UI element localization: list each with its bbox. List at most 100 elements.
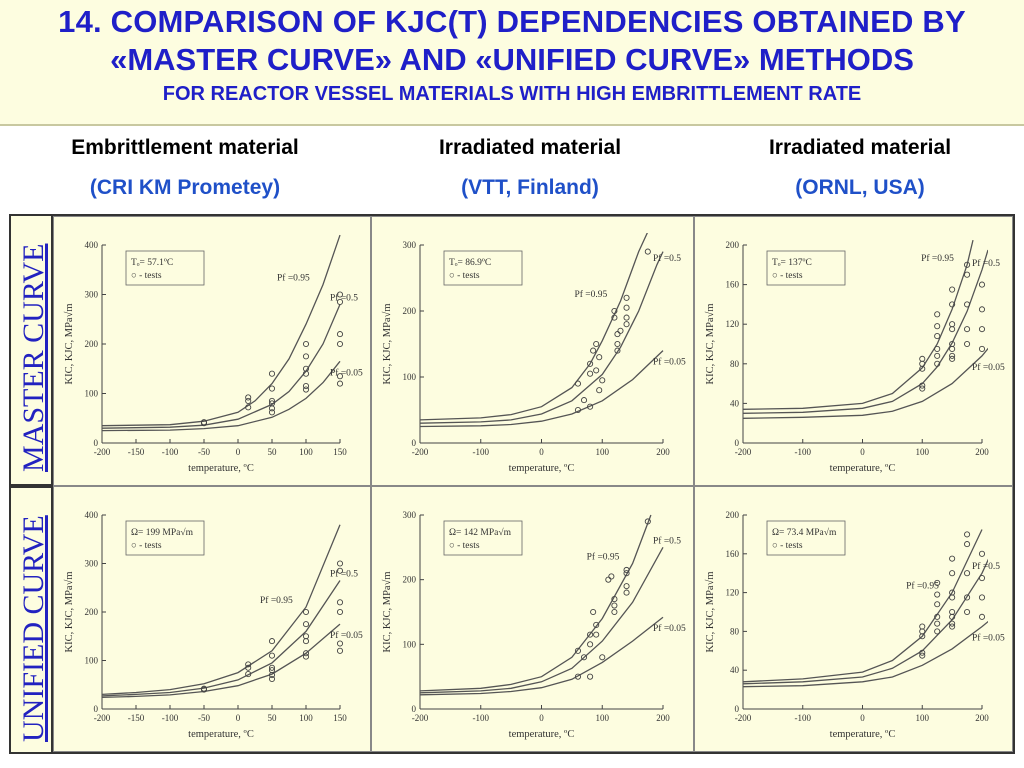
x-tick-label: 0	[236, 713, 241, 723]
curve-label: Pf =0.05	[330, 367, 363, 378]
legend-tests: ○ - tests	[772, 271, 803, 281]
test-point	[588, 642, 593, 647]
test-point	[269, 653, 274, 658]
test-point	[597, 388, 602, 393]
y-axis-label: KIC, KJC, MPa√m	[704, 571, 716, 652]
x-tick-label: -200	[735, 447, 752, 457]
x-tick-label: 0	[860, 447, 865, 457]
test-point	[935, 333, 940, 338]
curve-label: Pf =0.95	[921, 253, 954, 264]
x-tick-label: 0	[539, 713, 544, 723]
test-point	[269, 410, 274, 415]
header-divider	[0, 124, 1024, 126]
x-tick-label: -100	[795, 713, 812, 723]
test-point	[624, 322, 629, 327]
test-point	[979, 282, 984, 287]
curve-label: Pf =0.5	[972, 561, 1000, 572]
test-point	[979, 614, 984, 619]
y-tick-label: 160	[726, 280, 740, 290]
test-point	[303, 354, 308, 359]
curve-pf-0-05	[420, 617, 663, 695]
test-point	[624, 305, 629, 310]
test-point	[920, 356, 925, 361]
y-tick-label: 200	[85, 607, 99, 617]
legend-tests: ○ - tests	[449, 541, 480, 551]
column-subtitle: (CRI KM Prometey)	[40, 176, 330, 200]
chart-svg: -200 -150 -100 -50 0 50 100 150 0 100 200 300 400 tem…	[54, 487, 370, 751]
chart-unified-cri: -200 -150 -100 -50 0 50 100 150 0 100 200 300 400 tem…	[53, 486, 371, 752]
test-point	[337, 381, 342, 386]
test-point	[581, 398, 586, 403]
test-point	[935, 602, 940, 607]
x-tick-label: -100	[795, 447, 812, 457]
test-point	[337, 648, 342, 653]
x-tick-label: 100	[916, 713, 930, 723]
test-point	[303, 609, 308, 614]
curve-label: Pf =0.5	[972, 258, 1000, 269]
y-axis-label: KIC, KJC, MPa√m	[381, 303, 393, 384]
y-tick-label: 200	[403, 575, 417, 585]
test-point	[935, 592, 940, 597]
test-point	[575, 381, 580, 386]
x-tick-label: 50	[268, 713, 278, 723]
test-point	[303, 654, 308, 659]
y-tick-label: 100	[85, 389, 99, 399]
y-tick-label: 80	[730, 626, 740, 636]
slide-title-line-2: «MASTER CURVE» AND «UNIFIED CURVE» METHO…	[0, 42, 1024, 78]
legend-parameter: Tₒ= 86.9ºC	[449, 258, 491, 268]
test-point	[950, 346, 955, 351]
test-point	[964, 327, 969, 332]
x-tick-label: 100	[596, 713, 610, 723]
curve-label: Pf =0.5	[653, 535, 681, 546]
column-header-1: Embrittlement material (CRI KM Prometey)	[40, 136, 330, 200]
test-point	[600, 378, 605, 383]
y-axis-label: KIC, KJC, MPa√m	[63, 303, 75, 384]
x-tick-label: -200	[94, 713, 111, 723]
x-tick-label: -100	[473, 713, 490, 723]
chart-master-ornl: -200 -100 0 100 200 0 40 80 120 160 200 temperature…	[694, 216, 1013, 486]
test-point	[594, 341, 599, 346]
chart-master-cri: -200 -150 -100 -50 0 50 100 150 0 100 200 300 400 tem…	[53, 216, 371, 486]
y-tick-label: 400	[85, 510, 99, 520]
y-tick-label: 0	[735, 704, 740, 714]
y-tick-label: 80	[730, 359, 740, 369]
curve-label: Pf =0.05	[972, 633, 1005, 644]
y-tick-label: 40	[730, 665, 740, 675]
y-tick-label: 200	[726, 510, 740, 520]
test-point	[588, 674, 593, 679]
x-tick-label: 100	[299, 713, 313, 723]
x-tick-label: -200	[94, 447, 111, 457]
test-point	[337, 332, 342, 337]
test-point	[600, 655, 605, 660]
test-point	[935, 353, 940, 358]
chart-svg: -200 -100 0 100 20004080120160200temperature…	[695, 487, 1012, 751]
test-point	[337, 341, 342, 346]
y-tick-label: 0	[94, 704, 99, 714]
curve-pf-0-05	[743, 612, 1000, 687]
curve-label: Pf =0.05	[653, 623, 686, 634]
test-point	[645, 249, 650, 254]
test-point	[246, 398, 251, 403]
test-point	[269, 676, 274, 681]
test-point	[964, 571, 969, 576]
x-tick-label: -200	[412, 447, 429, 457]
x-tick-label: -200	[735, 713, 752, 723]
test-point	[964, 609, 969, 614]
column-header-3: Irradiated material (ORNL, USA)	[710, 136, 1010, 200]
x-axis-label: temperature, ºC	[509, 729, 575, 740]
row-label-text: MASTER CURVE	[17, 244, 51, 472]
test-point	[964, 272, 969, 277]
test-point	[979, 327, 984, 332]
test-point	[597, 355, 602, 360]
test-point	[612, 603, 617, 608]
y-tick-label: 400	[85, 240, 99, 250]
x-tick-label: -150	[128, 447, 145, 457]
y-tick-label: 120	[726, 319, 740, 329]
test-point	[588, 371, 593, 376]
x-axis-label: temperature, ºC	[188, 729, 254, 740]
x-tick-label: 200	[656, 713, 670, 723]
legend-parameter: Ω= 199 MPa√m	[131, 527, 194, 538]
x-tick-label: 100	[916, 447, 930, 457]
test-point	[337, 600, 342, 605]
test-point	[612, 609, 617, 614]
